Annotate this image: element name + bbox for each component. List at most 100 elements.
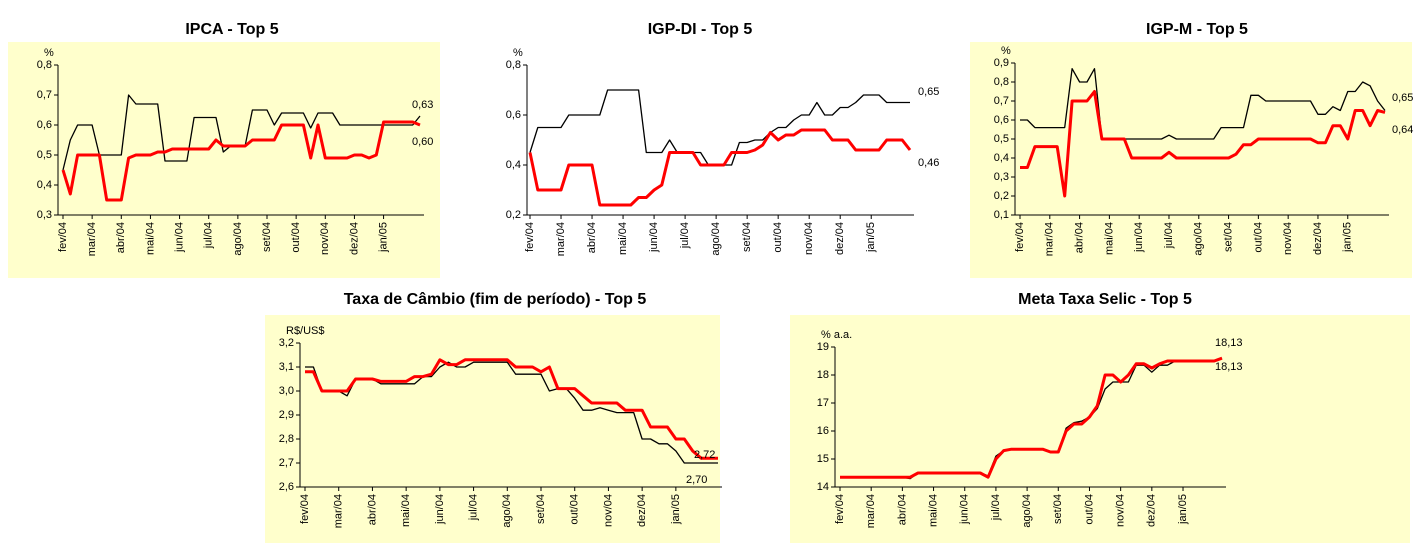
- end-annotation: 0,46: [918, 157, 939, 169]
- y-axis-label: R$/US$: [286, 325, 325, 337]
- x-tick-label: out/04: [1252, 222, 1264, 253]
- x-tick-label: out/04: [1083, 494, 1095, 525]
- x-tick-label: ago/04: [1193, 222, 1205, 256]
- y-tick-label: 2,9: [279, 409, 294, 421]
- x-tick-label: out/04: [290, 222, 302, 253]
- chart-title: IPCA - Top 5: [185, 21, 278, 38]
- chart-title: Taxa de Câmbio (fim de período) - Top 5: [344, 291, 647, 308]
- y-tick-label: 2,8: [279, 433, 294, 445]
- end-annotation: 0,60: [412, 136, 433, 148]
- x-tick-label: fev/04: [57, 222, 69, 252]
- series-line: [1020, 68, 1386, 140]
- x-tick-label: fev/04: [1014, 222, 1026, 252]
- series-line: [840, 356, 1223, 479]
- x-tick-label: dez/04: [834, 222, 846, 255]
- x-tick-label: out/04: [569, 494, 581, 525]
- y-tick-label: 19: [817, 341, 829, 353]
- y-tick-label: 0,7: [994, 95, 1009, 107]
- y-tick-label: 0,4: [994, 152, 1009, 164]
- x-tick-label: mar/04: [865, 494, 877, 528]
- x-tick-label: jul/04: [467, 494, 479, 521]
- x-tick-label: abr/04: [896, 494, 908, 525]
- y-tick-label: 0,2: [506, 209, 521, 221]
- end-annotation: 0,64: [1392, 124, 1413, 136]
- y-tick-label: 0,4: [37, 179, 52, 191]
- y-axis-label: %: [44, 47, 54, 59]
- chart-panel: [970, 42, 1412, 278]
- x-tick-label: nov/04: [602, 494, 614, 527]
- y-tick-label: 14: [817, 481, 829, 493]
- y-tick-label: 0,3: [37, 209, 52, 221]
- x-tick-label: jun/04: [1133, 222, 1145, 253]
- x-tick-label: out/04: [772, 222, 784, 253]
- series-line: [1020, 90, 1386, 198]
- x-tick-label: fev/04: [299, 494, 311, 524]
- chart-panel: [265, 315, 720, 543]
- x-tick-label: jan/05: [865, 222, 877, 253]
- x-tick-label: abr/04: [115, 222, 127, 253]
- series-line: [305, 358, 718, 460]
- x-tick-label: jun/04: [434, 494, 446, 525]
- y-axis-label: % a.a.: [821, 329, 852, 341]
- x-tick-label: set/04: [535, 494, 547, 524]
- chart-title: IGP-M - Top 5: [1146, 21, 1248, 38]
- x-tick-label: mai/04: [927, 494, 939, 527]
- y-axis-label: %: [1001, 45, 1011, 57]
- x-tick-label: abr/04: [586, 222, 598, 253]
- series-line: [528, 128, 912, 207]
- x-tick-label: dez/04: [1312, 222, 1324, 255]
- y-tick-label: 0,6: [37, 119, 52, 131]
- x-tick-label: jun/04: [173, 222, 185, 253]
- y-tick-label: 2,7: [279, 457, 294, 469]
- x-tick-label: mai/04: [400, 494, 412, 527]
- y-tick-label: 2,6: [279, 481, 294, 493]
- end-annotation: 2,72: [694, 449, 715, 461]
- y-tick-label: 16: [817, 425, 829, 437]
- x-tick-label: set/04: [1052, 494, 1064, 524]
- end-annotation: 0,65: [1392, 92, 1413, 104]
- x-tick-label: jul/04: [990, 494, 1002, 521]
- x-tick-label: jan/05: [377, 222, 389, 253]
- x-tick-label: mar/04: [555, 222, 567, 256]
- x-tick-label: jul/04: [1163, 222, 1175, 249]
- chart-panel: [8, 42, 440, 278]
- x-tick-label: mai/04: [144, 222, 156, 255]
- x-tick-label: mai/04: [1103, 222, 1115, 255]
- series-line: [61, 120, 421, 202]
- x-tick-label: nov/04: [1115, 494, 1127, 527]
- y-axis-label: %: [513, 47, 523, 59]
- y-tick-label: 0,8: [37, 59, 52, 71]
- y-tick-label: 18: [817, 369, 829, 381]
- x-tick-label: nov/04: [803, 222, 815, 255]
- y-tick-label: 0,9: [994, 57, 1009, 69]
- end-annotation: 0,65: [918, 86, 939, 98]
- y-tick-label: 0,7: [37, 89, 52, 101]
- x-tick-label: ago/04: [1021, 494, 1033, 528]
- y-tick-label: 3,0: [279, 385, 294, 397]
- x-tick-label: fev/04: [524, 222, 536, 252]
- y-tick-label: 3,1: [279, 361, 294, 373]
- x-tick-label: jun/04: [959, 494, 971, 525]
- x-tick-label: mar/04: [1044, 222, 1056, 256]
- y-tick-label: 0,5: [994, 133, 1009, 145]
- x-tick-label: jul/04: [203, 222, 215, 249]
- x-tick-label: mai/04: [617, 222, 629, 255]
- x-tick-label: dez/04: [636, 494, 648, 527]
- x-tick-label: ago/04: [232, 222, 244, 256]
- series-line: [529, 89, 910, 166]
- y-tick-label: 0,6: [994, 114, 1009, 126]
- y-tick-label: 0,8: [506, 59, 521, 71]
- end-annotation: 18,13: [1215, 337, 1243, 349]
- y-tick-label: 17: [817, 397, 829, 409]
- x-tick-label: jan/05: [670, 494, 682, 525]
- x-tick-label: dez/04: [348, 222, 360, 255]
- x-tick-label: jun/04: [648, 222, 660, 253]
- y-tick-label: 3,2: [279, 337, 294, 349]
- x-tick-label: mar/04: [333, 494, 345, 528]
- y-tick-label: 0,4: [506, 159, 521, 171]
- x-tick-label: ago/04: [710, 222, 722, 256]
- y-tick-label: 0,2: [994, 190, 1009, 202]
- end-annotation: 18,13: [1215, 361, 1243, 373]
- x-tick-label: set/04: [1222, 222, 1234, 252]
